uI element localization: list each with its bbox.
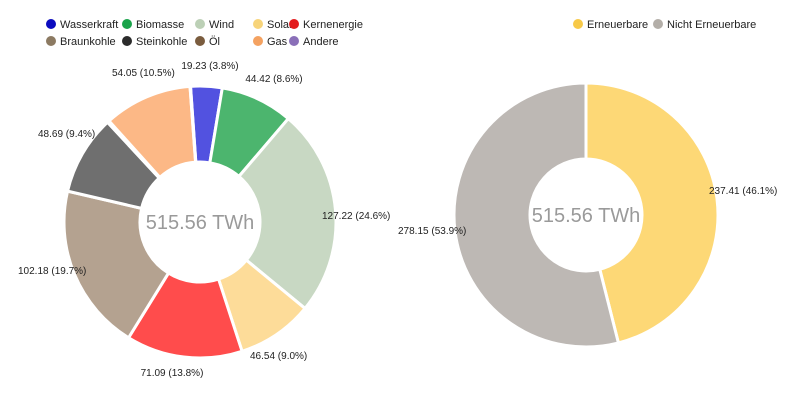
legend-label: Öl — [209, 36, 220, 48]
legend-item-wasserkraft[interactable]: Wasserkraft — [46, 19, 118, 31]
legend-swatch — [46, 19, 56, 29]
data-label-solar: 46.54 (9.0%) — [250, 351, 307, 362]
legend-swatch — [253, 36, 263, 46]
legend-item-kernenergie[interactable]: Kernenergie — [289, 19, 363, 31]
legend-label: Braunkohle — [60, 36, 116, 48]
legend-swatch — [253, 19, 263, 29]
legend-swatch — [46, 36, 56, 46]
legend-swatch — [122, 36, 132, 46]
legend-swatch — [289, 36, 299, 46]
legend-label: Solar — [267, 19, 293, 31]
legend-item-öl[interactable]: Öl — [195, 36, 220, 48]
legend-label: Erneuerbare — [587, 19, 648, 31]
data-label-steinkohle: 48.69 (9.4%) — [38, 129, 95, 140]
legend-item-braunkohle[interactable]: Braunkohle — [46, 36, 116, 48]
legend-item-biomasse[interactable]: Biomasse — [122, 19, 184, 31]
donut-chart-1: Wasserkraft Biomasse Wind Solar Kernenergie B… — [18, 19, 390, 379]
legend-item-andere[interactable]: Andere — [289, 36, 338, 48]
slice-wind[interactable] — [237, 117, 338, 310]
legend-label: Kernenergie — [303, 19, 363, 31]
data-label-erneuerbare: 237.41 (46.1%) — [709, 186, 777, 197]
legend-swatch — [195, 36, 205, 46]
legend-label: Steinkohle — [136, 36, 187, 48]
legend-label: Nicht Erneuerbare — [667, 19, 756, 31]
legend-item-erneuerbare[interactable]: Erneuerbare — [573, 19, 648, 31]
legend-item-nicht-erneuerbare[interactable]: Nicht Erneuerbare — [653, 19, 756, 31]
center-total-label: 515.56 TWh — [532, 205, 641, 227]
legend-swatch — [122, 19, 132, 29]
data-label-biomasse: 44.42 (8.6%) — [245, 74, 302, 85]
legend-label: Gas — [267, 36, 288, 48]
legend-swatch — [195, 19, 205, 29]
slice-braunkohle[interactable] — [62, 189, 170, 340]
donut-chart-2: Erneuerbare Nicht Erneuerbare 237.41 (46.1… — [398, 19, 777, 349]
data-label-wasserkraft: 19.23 (3.8%) — [181, 61, 238, 72]
legend-label: Andere — [303, 36, 338, 48]
data-label-gas: 54.05 (10.5%) — [112, 68, 175, 79]
legend-label: Wasserkraft — [60, 19, 118, 31]
legend-item-wind[interactable]: Wind — [195, 19, 234, 31]
slice-erneuerbare[interactable] — [584, 81, 720, 345]
data-label-wind: 127.22 (24.6%) — [322, 211, 390, 222]
legend-label: Wind — [209, 19, 234, 31]
center-total-label: 515.56 TWh — [146, 212, 255, 234]
legend-item-solar[interactable]: Solar — [253, 19, 293, 31]
legend-swatch — [289, 19, 299, 29]
slice-andere[interactable] — [188, 84, 198, 164]
slice-nicht-erneuerbare[interactable] — [452, 81, 620, 349]
data-label-kernenergie: 71.09 (13.8%) — [141, 368, 204, 379]
legend-label: Biomasse — [136, 19, 184, 31]
data-label-nicht-erneuerbare: 278.15 (53.9%) — [398, 226, 466, 237]
legend-item-steinkohle[interactable]: Steinkohle — [122, 36, 187, 48]
legend-item-gas[interactable]: Gas — [253, 36, 288, 48]
data-label-braunkohle: 102.18 (19.7%) — [18, 266, 86, 277]
legend-swatch — [653, 19, 663, 29]
legend-swatch — [573, 19, 583, 29]
